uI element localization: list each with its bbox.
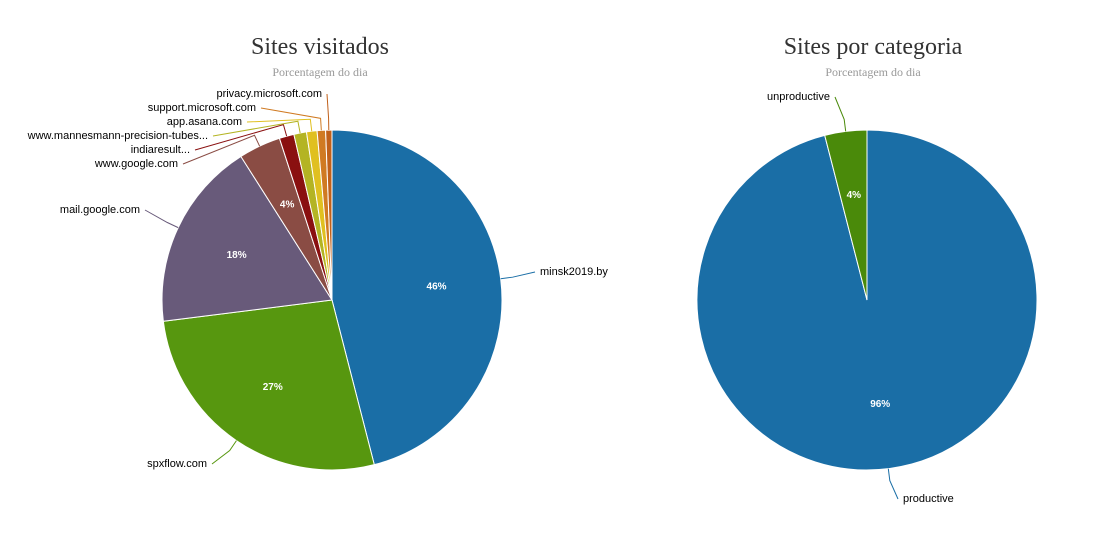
slice-percent: 18% [227, 250, 247, 261]
connector [887, 468, 899, 500]
slice-label: www.mannesmann-precision-tubes... [27, 130, 208, 142]
slice-percent: 4% [847, 190, 862, 201]
slice-label: spxflow.com [147, 458, 207, 470]
slice-label: indiaresult... [131, 144, 190, 156]
slice-percent: 4% [280, 199, 295, 210]
slice-label: productive [903, 493, 954, 505]
slice-label: minsk2019.by [540, 266, 608, 278]
slice-percent: 96% [870, 399, 890, 410]
slice-label: app.asana.com [167, 116, 242, 128]
pie-slice [162, 299, 375, 471]
connector [260, 107, 322, 131]
chart-title: Sites por categoria [784, 34, 963, 60]
connector [144, 209, 179, 229]
connector [211, 440, 237, 465]
slice-percent: 46% [427, 281, 447, 292]
pie-slice [824, 129, 868, 301]
slice-label: mail.google.com [60, 204, 140, 216]
chart-subtitle: Porcentagem do dia [272, 65, 368, 79]
connector [834, 96, 847, 132]
pie-slice [696, 129, 1038, 471]
chart-subtitle: Porcentagem do dia [825, 65, 921, 79]
slice-label: unproductive [767, 91, 830, 103]
connector [194, 123, 288, 151]
slice-label: www.google.com [94, 158, 178, 170]
connector [326, 93, 330, 131]
pie-slice [331, 129, 503, 466]
chart-title: Sites visitados [251, 34, 389, 60]
connector [212, 120, 301, 137]
slice-label: support.microsoft.com [148, 102, 256, 114]
connector [500, 271, 536, 280]
connector [182, 134, 261, 165]
slice-percent: 27% [263, 382, 283, 393]
pie-slice [325, 129, 333, 301]
slice-label: privacy.microsoft.com [216, 88, 322, 100]
connector [246, 118, 313, 132]
